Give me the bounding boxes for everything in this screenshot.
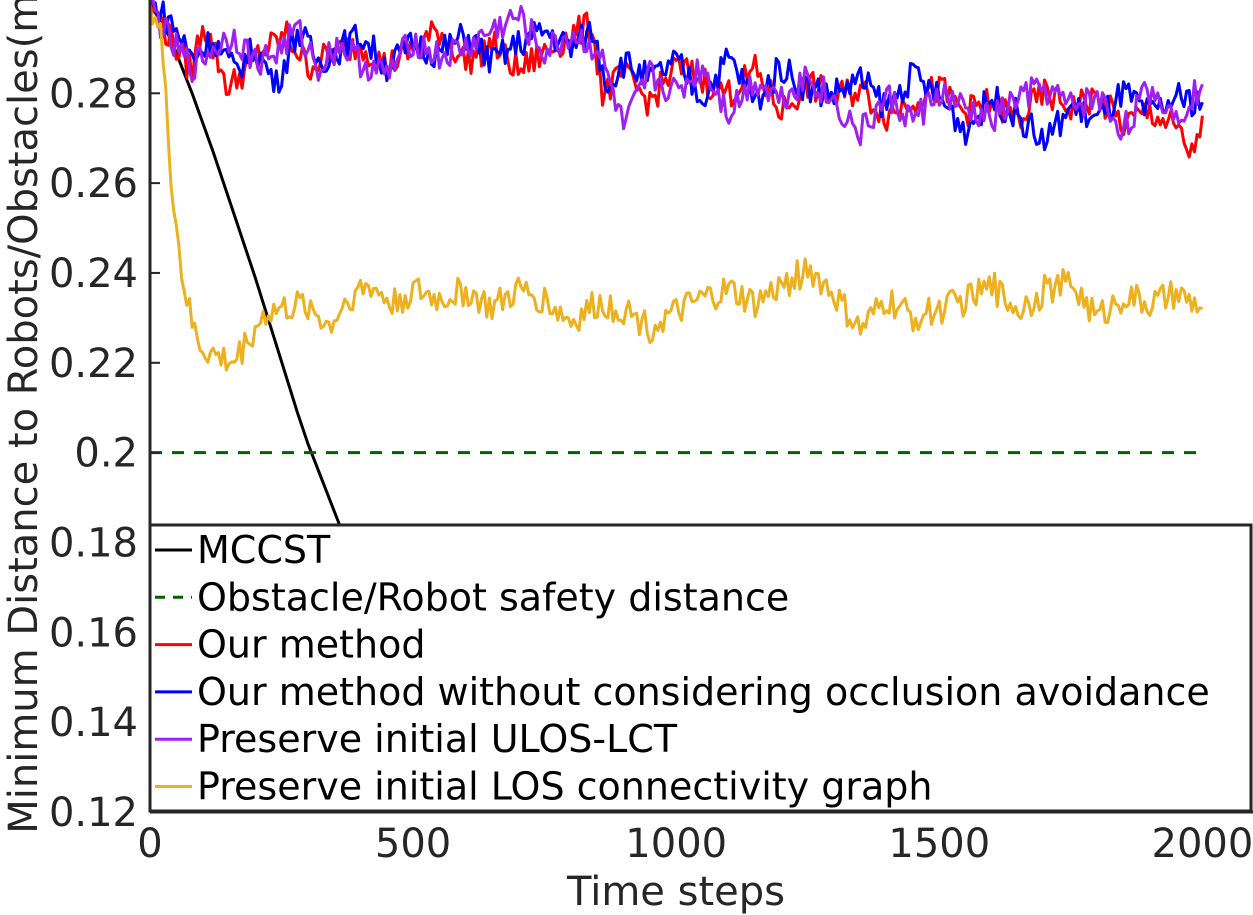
x-tick-label: 2000: [1152, 821, 1253, 867]
x-axis-title: Time steps: [566, 869, 785, 915]
ticks: 0 500 1000 1500 2000 0.12 0.14 0.16 0.18 0.2 0.22 0…: [49, 71, 1253, 867]
legend-label: Obstacle/Robot safety distance: [197, 575, 789, 619]
legend-label: Our method without considering occlusion…: [197, 670, 1210, 714]
y-tick-label: 0.14: [49, 700, 138, 746]
legend-label: MCCST: [197, 528, 331, 572]
legend-label: Our method: [197, 623, 425, 667]
y-tick-label: 0.22: [49, 341, 138, 387]
y-tick-label: 0.16: [49, 610, 138, 656]
y-tick-label: 0.26: [49, 161, 138, 207]
series-line-our-method: [150, 2, 1204, 159]
y-tick-label: 0.12: [49, 790, 138, 836]
legend-box: [148, 523, 1253, 813]
series-line-preserve-initial-los-connectivity-graph: [150, 3, 1203, 372]
plot-lines: [150, 0, 1204, 723]
y-tick-label: 0.28: [49, 71, 138, 117]
y-tick-label: 0.2: [74, 431, 138, 477]
series-line-preserve-initial-ulos-lct: [150, 0, 1204, 147]
x-tick-label: 0: [137, 821, 162, 867]
series-line-our-method-without-considering-occlusion-avoidance: [150, 0, 1204, 152]
x-tick-label: 500: [375, 821, 451, 867]
x-tick-label: 1000: [625, 821, 727, 867]
legend-label: Preserve initial ULOS-LCT: [197, 717, 678, 761]
y-tick-label: 0.18: [49, 520, 138, 566]
x-tick-label: 1500: [888, 821, 990, 867]
y-tick-label: 0.24: [49, 251, 138, 297]
legend-label: Preserve initial LOS connectivity graph: [197, 765, 932, 809]
y-axis-title: Minimum Distance to Robots/Obstacles(m): [1, 0, 47, 834]
